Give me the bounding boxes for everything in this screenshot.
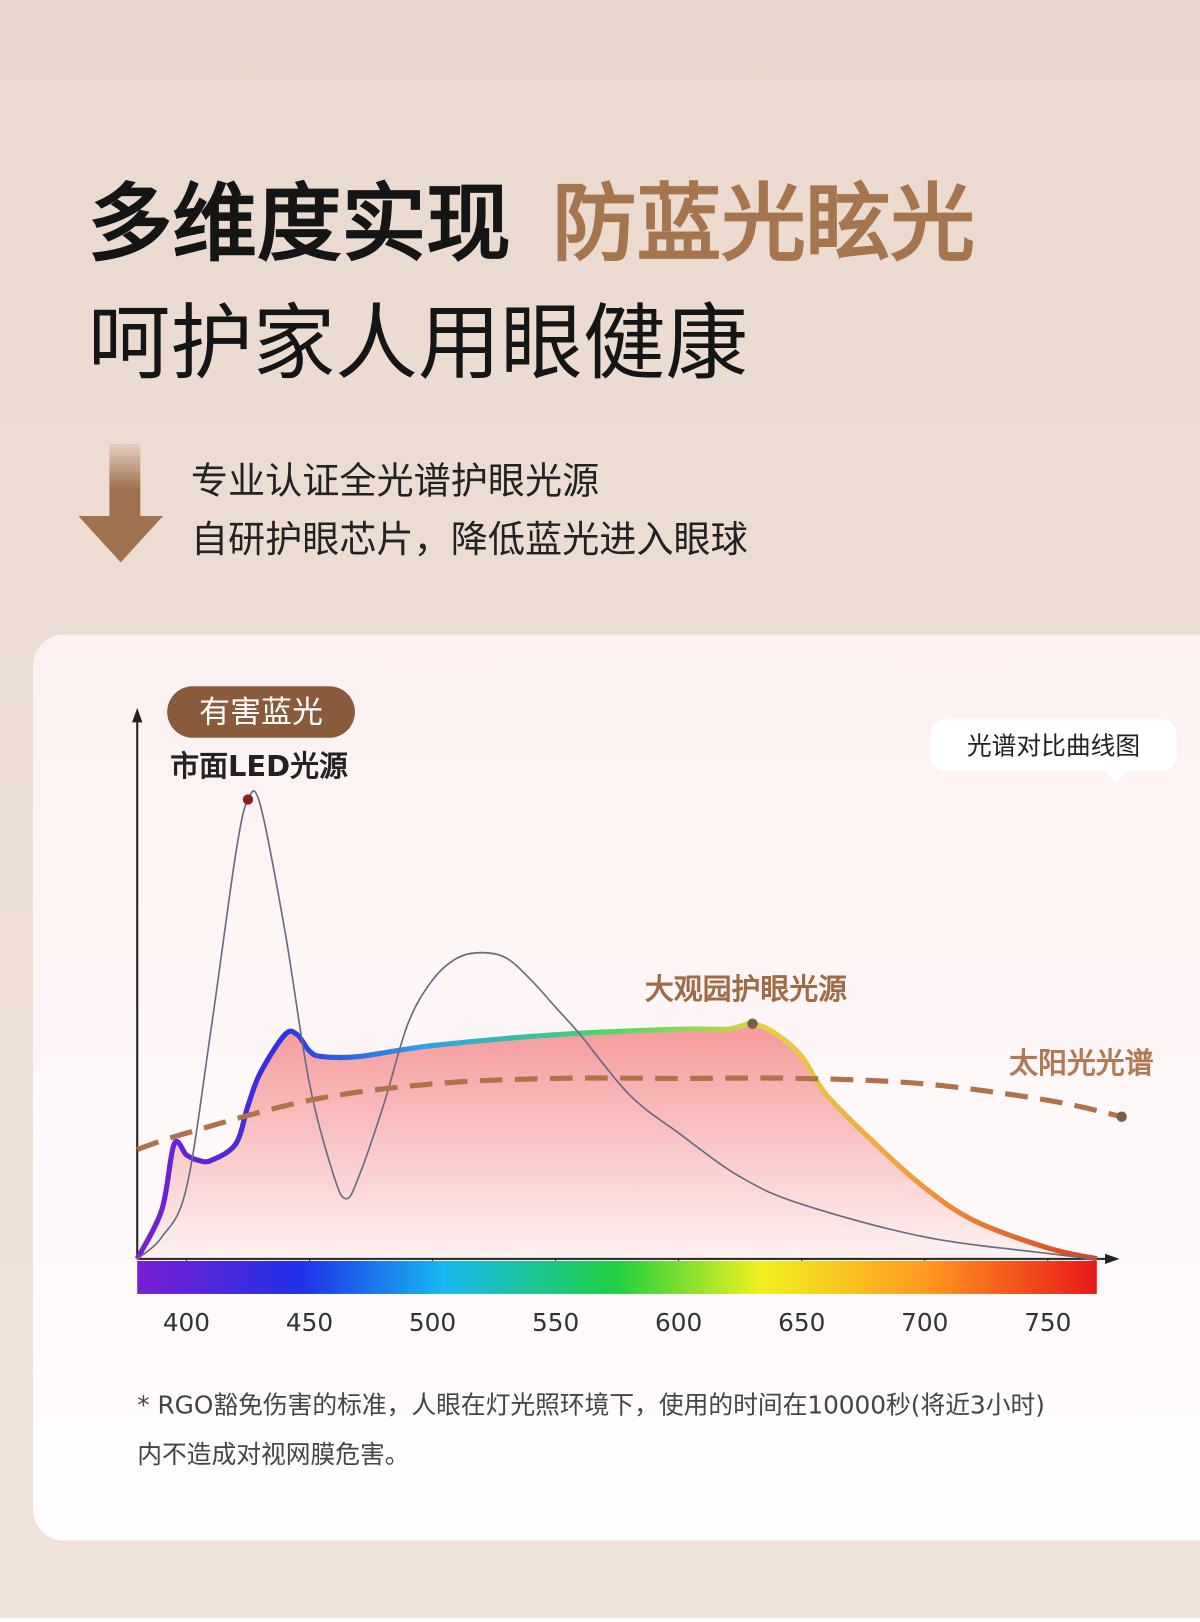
- series-label: 太阳光光谱: [1009, 1046, 1154, 1080]
- series-line: [134, 1021, 1098, 1262]
- title-accent: 防蓝光眩光: [552, 174, 975, 273]
- footnote: * RGO豁免伤害的标准，人眼在灯光照环境下，使用的时间在10000秒(将近3小…: [137, 1391, 1045, 1420]
- footnote: 内不造成对视网膜危害。: [137, 1440, 409, 1469]
- plot: [134, 790, 1127, 1262]
- x-tick-label: 650: [778, 1308, 825, 1337]
- y-axis-arrow: [132, 707, 143, 723]
- x-tick-label: 600: [655, 1308, 702, 1337]
- area: [137, 1023, 1098, 1259]
- series-label: 大观园护眼光源: [645, 972, 847, 1006]
- point: 自研护眼芯片，降低蓝光进入眼球: [191, 518, 748, 561]
- chart-label-pointer: [1106, 770, 1127, 785]
- badge-text: 有害蓝光: [199, 694, 323, 730]
- x-tick-label: 750: [1024, 1308, 1071, 1337]
- x-tick-label: 400: [163, 1308, 210, 1337]
- subtitle: 呵护家人用眼健康: [88, 296, 748, 392]
- x-tick-label: 700: [901, 1308, 948, 1337]
- chart-label: 光谱对比曲线图: [967, 731, 1140, 760]
- chart-label-box: [930, 719, 1177, 771]
- point-marker: [747, 1018, 758, 1029]
- title-black: 多维度实现: [88, 174, 511, 273]
- x-axis-arrow: [1105, 1253, 1120, 1265]
- point-marker: [242, 794, 254, 805]
- x-tick-label: 550: [532, 1308, 579, 1337]
- badge: [167, 686, 355, 738]
- x-tick-label: 450: [286, 1308, 333, 1337]
- series-line: [136, 790, 1098, 1260]
- series-label: 市面LED光源: [170, 749, 348, 783]
- point: 专业认证全光谱护眼光源: [191, 459, 599, 502]
- spectrum-bar: [137, 1260, 1097, 1294]
- x-tick-label: 500: [409, 1308, 456, 1337]
- series-line: [136, 1075, 1123, 1152]
- arrow-head: [78, 515, 164, 563]
- point-marker: [1116, 1111, 1127, 1122]
- arrow-stem: [109, 443, 141, 519]
